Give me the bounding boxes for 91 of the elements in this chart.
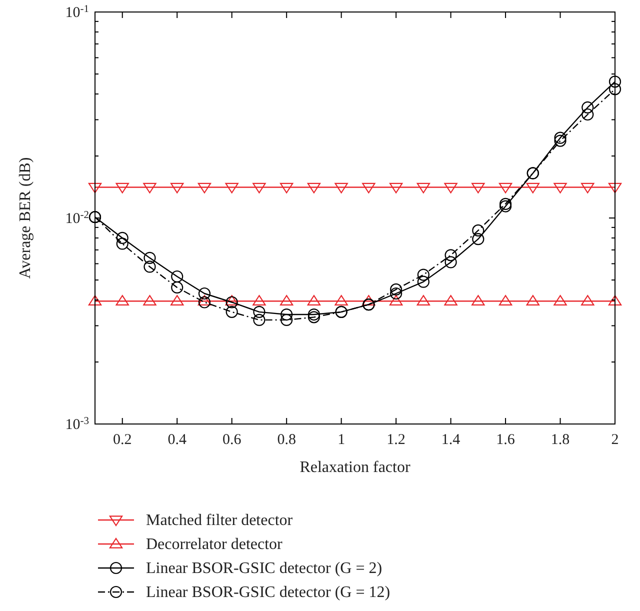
point bbox=[170, 295, 184, 306]
point bbox=[280, 182, 294, 194]
y-tick-label: 10$^{-3}$ bbox=[65, 416, 89, 433]
point bbox=[554, 134, 566, 147]
point bbox=[307, 182, 321, 194]
point bbox=[171, 270, 184, 283]
point bbox=[334, 295, 348, 306]
legend-label: Linear BSOR-GSIC detector (G = 12) bbox=[146, 584, 390, 601]
point bbox=[390, 287, 402, 300]
x-tick-label: 2 bbox=[611, 432, 619, 448]
point bbox=[170, 182, 184, 194]
point bbox=[389, 182, 403, 194]
point bbox=[472, 224, 484, 237]
point bbox=[554, 182, 567, 194]
point bbox=[554, 132, 566, 144]
point bbox=[226, 296, 238, 308]
point bbox=[554, 295, 567, 306]
point bbox=[416, 182, 430, 194]
x-tick-label: 0.6 bbox=[222, 432, 242, 448]
point bbox=[253, 306, 266, 318]
point bbox=[226, 306, 238, 318]
point bbox=[308, 308, 320, 321]
point bbox=[144, 260, 156, 273]
point bbox=[608, 182, 622, 194]
point bbox=[198, 182, 212, 194]
point bbox=[444, 295, 458, 306]
point bbox=[198, 296, 211, 308]
point bbox=[143, 182, 156, 194]
point bbox=[416, 295, 430, 306]
legend-label: Linear BSOR-GSIC detector (G = 2) bbox=[146, 560, 382, 577]
point bbox=[472, 233, 484, 246]
point bbox=[280, 295, 294, 306]
point bbox=[144, 252, 156, 264]
point bbox=[444, 249, 457, 262]
point bbox=[526, 182, 540, 194]
x-tick-label: 1.2 bbox=[386, 432, 406, 448]
point bbox=[116, 238, 128, 250]
point bbox=[198, 295, 212, 306]
point bbox=[307, 295, 321, 306]
point bbox=[608, 83, 622, 96]
point bbox=[334, 182, 348, 194]
point bbox=[526, 295, 540, 306]
point bbox=[171, 281, 184, 294]
point bbox=[472, 182, 485, 194]
point bbox=[499, 198, 512, 210]
x-tick-label: 0.8 bbox=[277, 432, 296, 448]
x-axis-title: Relaxation factor bbox=[300, 459, 411, 476]
point bbox=[608, 295, 622, 306]
point bbox=[362, 182, 376, 194]
point bbox=[582, 108, 594, 121]
point bbox=[389, 295, 403, 306]
point bbox=[444, 256, 457, 268]
x-tick-label: 0.2 bbox=[112, 432, 132, 448]
point bbox=[253, 314, 266, 326]
point bbox=[116, 182, 129, 194]
point bbox=[582, 101, 594, 114]
point bbox=[362, 295, 376, 306]
point bbox=[581, 182, 594, 194]
point bbox=[390, 283, 402, 296]
point bbox=[143, 295, 156, 306]
point bbox=[308, 311, 320, 324]
legend-label: Matched filter detector bbox=[146, 512, 294, 529]
y-tick-label: 10$^{-2}$ bbox=[65, 210, 89, 227]
point bbox=[116, 232, 128, 244]
x-tick-label: 1.6 bbox=[496, 432, 516, 448]
point bbox=[608, 76, 622, 88]
y-tick-label: 10$^{-1}$ bbox=[65, 4, 89, 21]
point bbox=[417, 276, 430, 288]
point bbox=[225, 295, 238, 306]
point bbox=[88, 182, 102, 194]
point bbox=[198, 287, 211, 300]
point bbox=[252, 182, 266, 194]
x-tick-label: 1.4 bbox=[441, 432, 461, 448]
point bbox=[280, 308, 293, 321]
point bbox=[444, 182, 458, 194]
x-tick-label: 1.8 bbox=[550, 432, 570, 448]
point bbox=[252, 295, 266, 306]
point bbox=[498, 182, 512, 194]
point bbox=[116, 295, 129, 306]
point bbox=[280, 314, 293, 326]
point bbox=[498, 295, 512, 306]
x-tick-label: 1 bbox=[338, 432, 346, 448]
point bbox=[472, 295, 485, 306]
point bbox=[499, 200, 512, 212]
point bbox=[88, 295, 102, 306]
x-tick-label: 0.4 bbox=[168, 432, 187, 448]
point bbox=[225, 182, 238, 194]
point bbox=[417, 268, 430, 281]
y-axis-title: Average BER (dB) bbox=[17, 157, 34, 279]
legend-label: Decorrelator detector bbox=[146, 536, 284, 553]
point bbox=[581, 295, 594, 306]
